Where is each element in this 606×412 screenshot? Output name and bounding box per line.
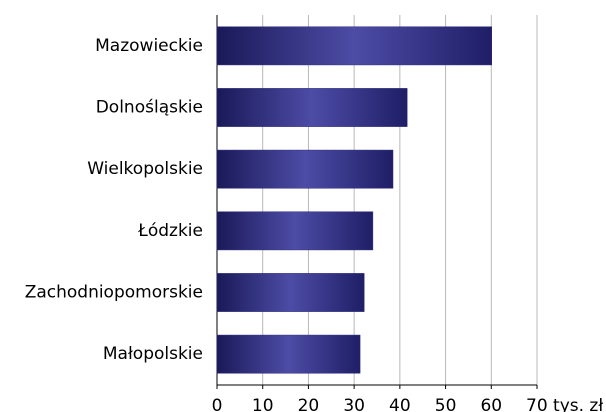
x-tick-label: 40: [389, 396, 411, 412]
x-tick-label: 30: [343, 396, 365, 412]
y-tick-label: Zachodniopomorskie: [25, 283, 203, 303]
x-tick-label: 50: [435, 396, 457, 412]
bar: [216, 149, 394, 189]
y-tick-label: Mazowieckie: [95, 36, 203, 56]
y-tick-label: Łódzkie: [137, 221, 203, 241]
x-tick-label: 70 tys. zł: [526, 396, 603, 412]
y-tick-label: Małopolskie: [103, 344, 203, 364]
y-tick-label: Dolnośląskie: [96, 98, 203, 118]
x-tick-label: 0: [212, 396, 223, 412]
bar: [216, 26, 492, 66]
bar: [216, 211, 374, 251]
x-tick-label: 10: [252, 396, 274, 412]
bar: [216, 88, 408, 127]
x-tick-label: 60: [480, 396, 502, 412]
bar: [216, 334, 361, 374]
bar: [216, 273, 365, 312]
y-tick-label: Wielkopolskie: [87, 159, 203, 179]
x-tick-label: 20: [298, 396, 320, 412]
